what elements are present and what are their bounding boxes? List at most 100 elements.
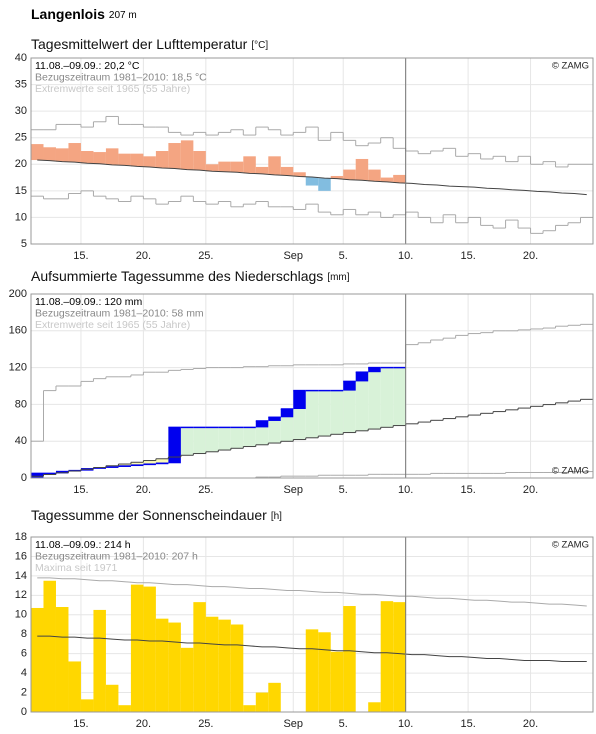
anomaly-bar (243, 156, 255, 173)
x-tick-label: 25. (198, 718, 213, 729)
credit: © ZAMG (552, 540, 589, 551)
title-text: Tagesmittelwert der Lufttemperatur (31, 36, 248, 52)
bar (181, 648, 193, 712)
bar (156, 619, 168, 712)
x-tick-label: 15. (460, 718, 475, 729)
y-tick-label: 12 (15, 589, 27, 601)
anomaly-bar (218, 162, 230, 172)
y-tick-label: 14 (15, 570, 27, 582)
info-text: Bezugszeitraum 1981–2010: 18,5 °C (35, 71, 207, 83)
y-tick-label: 0 (21, 706, 27, 718)
y-tick-label: 5 (21, 238, 27, 250)
bar (243, 705, 255, 712)
y-tick-label: 8 (21, 628, 27, 640)
anomaly-bar (306, 177, 318, 186)
altitude: 207 m (109, 10, 137, 21)
anomaly-bar (256, 167, 268, 174)
difference-area (268, 417, 280, 443)
info-text: Maxima seit 1971 (35, 562, 117, 574)
anomaly-bar (231, 162, 243, 173)
x-tick-label: 20. (136, 718, 151, 729)
anomaly-bar (131, 154, 143, 167)
difference-area (368, 368, 380, 429)
y-tick-label: 200 (9, 288, 27, 300)
x-tick-label: Sep (283, 250, 303, 262)
y-tick-label: 30 (15, 105, 27, 117)
info-text: Extremwerte seit 1965 (55 Jahre) (35, 83, 190, 95)
y-tick-label: 10 (15, 211, 27, 223)
difference-area (218, 427, 230, 450)
y-tick-label: 18 (15, 531, 27, 543)
x-tick-label: 5. (339, 250, 348, 262)
bar (393, 602, 405, 712)
difference-area (331, 391, 343, 435)
x-tick-label: 15. (460, 250, 475, 262)
unit: [h] (271, 511, 282, 522)
bar (218, 620, 230, 712)
y-tick-label: 40 (15, 52, 27, 64)
y-tick-label: 15 (15, 185, 27, 197)
bar (193, 602, 205, 712)
title-text: Tagessumme der Sonnenscheindauer (31, 507, 267, 523)
info-text: Bezugszeitraum 1981–2010: 58 mm (35, 307, 204, 319)
anomaly-bar (106, 148, 118, 164)
x-tick-label: Sep (283, 718, 303, 729)
x-tick-label: 15. (73, 718, 88, 729)
difference-area (318, 391, 330, 436)
daily-increment (281, 409, 293, 417)
bar (118, 705, 130, 712)
x-tick-label: 15. (460, 484, 475, 496)
x-tick-label: 10. (398, 484, 413, 496)
difference-area (381, 368, 393, 428)
x-tick-label: 5. (339, 718, 348, 729)
daily-increment (356, 372, 368, 381)
bar (131, 585, 143, 712)
y-tick-label: 40 (15, 435, 27, 447)
x-tick-label: 25. (198, 484, 213, 496)
bar (143, 587, 155, 712)
bar (168, 623, 180, 712)
y-tick-label: 16 (15, 550, 27, 562)
x-tick-label: 5. (339, 484, 348, 496)
daily-increment (168, 427, 180, 463)
x-tick-label: 20. (523, 718, 538, 729)
difference-area (193, 427, 205, 453)
x-tick-label: 15. (73, 250, 88, 262)
anomaly-bar (93, 152, 105, 164)
y-tick-label: 20 (15, 158, 27, 170)
anomaly-bar (56, 148, 68, 161)
anomaly-bar (343, 170, 355, 180)
chart-title: Aufsummierte Tagessumme des Niederschlag… (31, 268, 350, 284)
daily-increment (256, 421, 268, 427)
anomaly-bar (168, 143, 180, 169)
x-tick-label: 20. (523, 484, 538, 496)
anomaly-bar (68, 143, 80, 162)
bar (381, 601, 393, 712)
anomaly-bar (318, 178, 330, 191)
bar (318, 632, 330, 712)
info-text: 11.08.–09.09.: 120 mm (35, 296, 142, 308)
bar (43, 581, 55, 712)
daily-increment (343, 381, 355, 390)
anomaly-bar (268, 156, 280, 175)
info-text: Extremwerte seit 1965 (55 Jahre) (35, 319, 190, 331)
bar (231, 625, 243, 713)
anomaly-bar (206, 164, 218, 171)
x-tick-label: 15. (73, 484, 88, 496)
bar (256, 693, 268, 712)
bar (106, 685, 118, 712)
credit: © ZAMG (552, 61, 589, 72)
y-tick-label: 160 (9, 325, 27, 337)
info-text: 11.08.–09.09.: 214 h (35, 539, 131, 551)
x-tick-label: 10. (398, 718, 413, 729)
difference-area (181, 427, 193, 455)
title-text: Aufsummierte Tagessumme des Niederschlag… (31, 268, 323, 284)
difference-area (393, 368, 405, 426)
y-tick-label: 80 (15, 398, 27, 410)
bar (68, 661, 80, 712)
bar (81, 699, 93, 712)
bar (93, 610, 105, 712)
difference-area (206, 427, 218, 451)
